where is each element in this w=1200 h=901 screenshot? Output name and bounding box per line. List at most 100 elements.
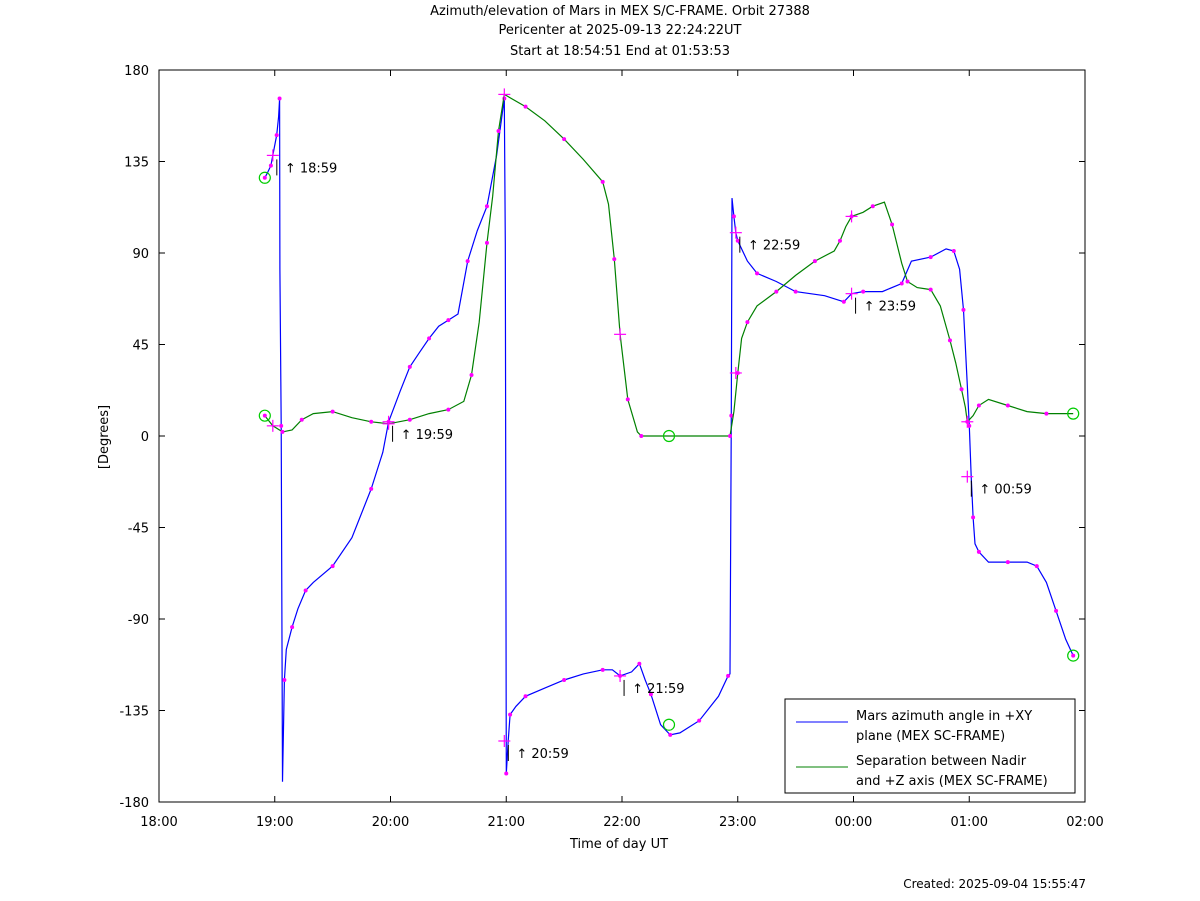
data-dot	[668, 732, 673, 737]
x-tick-label: 02:00	[1066, 815, 1103, 830]
azimuth-series-line	[264, 98, 1074, 782]
legend-separation-line2: and +Z axis (MEX SC-FRAME)	[856, 774, 1048, 789]
data-dot	[951, 248, 956, 253]
data-dot	[504, 771, 509, 776]
separation-series-line	[264, 93, 1074, 437]
data-dot	[446, 407, 451, 412]
data-dot	[1044, 411, 1049, 416]
data-dot	[369, 486, 374, 491]
data-dot	[508, 712, 513, 717]
data-dot	[755, 271, 760, 276]
data-dot	[268, 163, 273, 168]
data-dot	[330, 564, 335, 569]
y-tick-label: 180	[124, 64, 149, 79]
data-dot	[793, 289, 798, 294]
data-dot	[728, 434, 733, 438]
y-tick-label: -180	[119, 796, 149, 811]
data-dot	[928, 287, 933, 292]
data-dot	[330, 409, 335, 414]
data-dot	[427, 336, 432, 341]
hour-marker-label: ↑ 21:59	[632, 682, 685, 697]
data-dot	[600, 179, 605, 184]
hour-marker-label: ↑ 22:59	[748, 239, 801, 254]
data-dot	[407, 417, 412, 422]
endpoint-circle	[1067, 649, 1080, 662]
data-dot	[469, 373, 474, 377]
data-dot	[274, 133, 279, 138]
y-tick-label: 45	[132, 339, 149, 354]
hour-marker-label: ↑ 18:59	[285, 161, 338, 176]
data-dot	[976, 549, 981, 554]
legend-separation-line1: Separation between Nadir	[856, 754, 1027, 769]
y-tick-label: -135	[119, 705, 149, 720]
endpoint-circle	[662, 718, 676, 731]
data-dot	[600, 667, 605, 672]
data-dot	[971, 515, 976, 520]
chart-subtitle-range: Start at 18:54:51 End at 01:53:53	[509, 44, 731, 59]
endpoint-circle	[258, 171, 271, 184]
data-dot	[1071, 653, 1076, 658]
data-dot	[697, 718, 702, 723]
data-dot	[279, 423, 284, 428]
data-dot	[277, 96, 282, 101]
data-dot	[890, 222, 895, 227]
data-dot	[637, 661, 642, 666]
data-dot	[303, 588, 308, 593]
data-dot	[905, 279, 910, 284]
x-tick-label: 18:00	[140, 815, 177, 830]
y-tick-label: 90	[132, 247, 149, 262]
plot-frame	[158, 69, 1086, 803]
data-dot	[625, 397, 630, 402]
data-dot	[648, 692, 653, 697]
data-dot	[735, 238, 740, 243]
x-tick-label: 01:00	[951, 815, 988, 830]
data-dot	[870, 204, 875, 209]
data-dot	[562, 678, 567, 682]
hour-marker-label: ↑ 23:59	[864, 300, 917, 315]
y-axis-label: [Degrees]	[97, 405, 112, 469]
data-dot	[1005, 560, 1010, 565]
x-tick-label: 22:00	[603, 815, 640, 830]
data-dot	[774, 289, 779, 294]
data-dot	[837, 238, 842, 243]
y-tick-label: -90	[128, 613, 149, 628]
data-dot	[1034, 564, 1039, 569]
endpoint-circle	[662, 429, 676, 443]
data-dot	[484, 240, 489, 245]
data-dot	[812, 259, 817, 264]
data-dot	[726, 673, 731, 678]
data-dot	[262, 413, 267, 418]
x-axis-label: Time of day UT	[569, 837, 668, 852]
data-dot	[280, 429, 285, 434]
y-tick-label: -45	[128, 522, 149, 537]
endpoint-circle	[258, 409, 271, 422]
x-tick-label: 23:00	[719, 815, 756, 830]
data-dot	[861, 289, 866, 294]
legend-azimuth-line2: plane (MEX SC-FRAME)	[856, 729, 1005, 744]
data-dot	[899, 281, 904, 286]
data-dot	[1054, 608, 1059, 613]
data-dot	[947, 338, 952, 343]
hour-marker-label: ↑ 19:59	[401, 428, 454, 443]
data-dot	[841, 299, 846, 304]
y-tick-label: 135	[124, 156, 149, 171]
created-footer: Created: 2025-09-04 15:55:47	[903, 877, 1086, 891]
data-dot	[562, 137, 567, 142]
data-dot	[928, 255, 933, 260]
data-dot	[612, 257, 617, 262]
chart-subtitle-pericenter: Pericenter at 2025-09-13 22:24:22UT	[498, 23, 742, 38]
legend: Mars azimuth angle in +XY plane (MEX SC-…	[784, 698, 1076, 794]
data-dot	[523, 694, 528, 699]
hour-marker-label: ↑ 00:59	[979, 483, 1031, 498]
hour-marker-label: ↑ 20:59	[516, 747, 569, 762]
data-dot	[523, 104, 528, 109]
data-dot	[961, 307, 966, 312]
data-dot	[465, 259, 470, 264]
endpoint-circle	[1067, 407, 1080, 420]
legend-azimuth-line1: Mars azimuth angle in +XY	[856, 709, 1032, 724]
data-dot	[745, 320, 750, 325]
data-dot	[290, 625, 295, 630]
data-dot	[1005, 403, 1010, 408]
data-dot	[299, 417, 304, 422]
